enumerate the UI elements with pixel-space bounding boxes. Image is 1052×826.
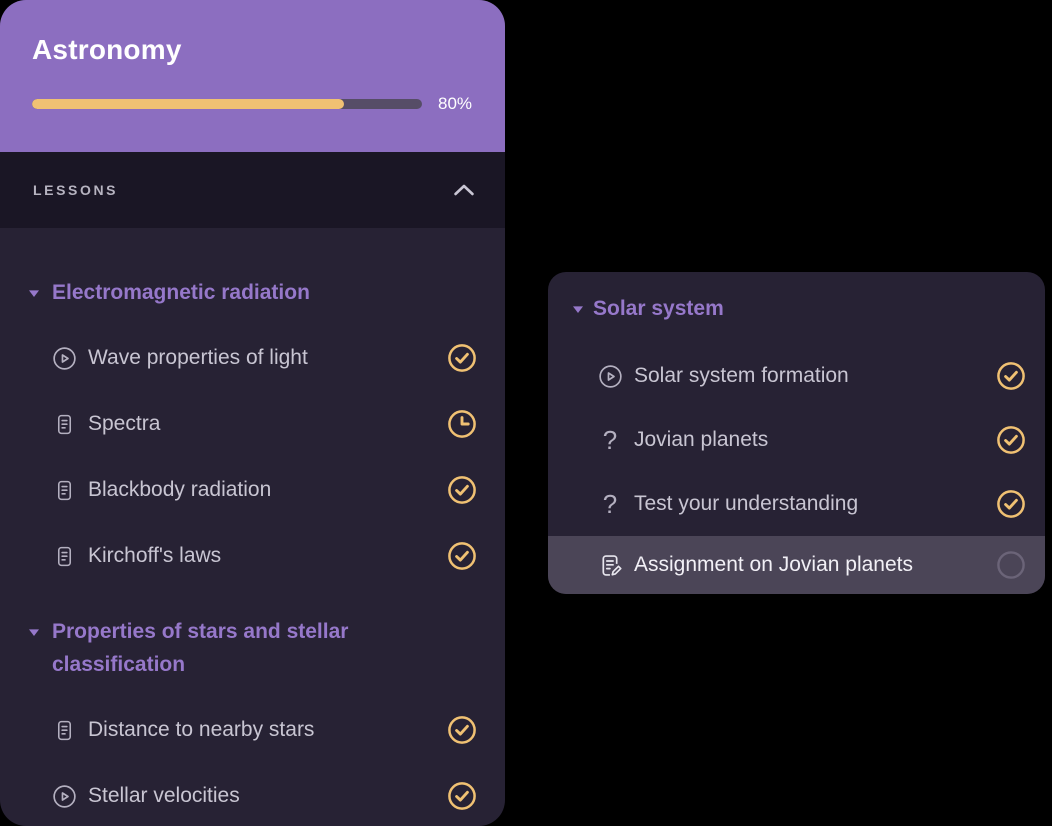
check-circle-icon	[996, 489, 1026, 519]
check-circle-icon	[996, 361, 1026, 391]
progress-percent-label: 80%	[438, 94, 473, 113]
lesson-item[interactable]: Assignment on Jovian planets	[548, 536, 1045, 594]
course-title: Astronomy	[32, 34, 182, 65]
course-header: Astronomy 80%	[0, 0, 505, 152]
check-circle-icon	[447, 475, 477, 505]
section-items: Wave properties of light Spectra Blackbo…	[28, 325, 477, 589]
section-items: Solar system formation ? Jovian planets …	[548, 344, 1045, 594]
lesson-item-label: Distance to nearby stars	[88, 718, 315, 741]
check-circle-icon	[447, 781, 477, 811]
lesson-item[interactable]: Wave properties of light	[28, 325, 477, 391]
lessons-title: LESSONS	[33, 182, 119, 198]
check-circle-icon	[447, 541, 477, 571]
section-title: Properties of stars and stellar classifi…	[52, 620, 349, 676]
play-circle-icon	[596, 363, 624, 390]
progress-bar-fill	[32, 99, 344, 109]
section-title: Solar system	[593, 297, 724, 320]
lesson-item-label: Blackbody radiation	[88, 478, 272, 501]
document-icon	[50, 717, 78, 744]
section-header[interactable]: Properties of stars and stellar classifi…	[28, 607, 477, 697]
lesson-item-label: Test your understanding	[634, 492, 859, 515]
section-title: Electromagnetic radiation	[52, 281, 310, 304]
lesson-item[interactable]: Distance to nearby stars	[28, 697, 477, 763]
section-header[interactable]: Solar system	[548, 286, 1045, 344]
progress-bar-track	[32, 99, 422, 109]
course-progress: 80%	[32, 94, 473, 114]
play-circle-icon	[50, 783, 78, 810]
lesson-item[interactable]: ? Jovian planets	[548, 408, 1045, 472]
check-circle-icon	[447, 343, 477, 373]
lesson-item[interactable]: Blackbody radiation	[28, 457, 477, 523]
lessons-section-header[interactable]: LESSONS	[0, 152, 505, 228]
triangle-down-icon	[572, 305, 584, 314]
triangle-down-icon	[28, 289, 40, 298]
lesson-item-label: Spectra	[88, 412, 161, 435]
question-mark-icon: ?	[602, 489, 618, 519]
lesson-item[interactable]: ? Test your understanding	[548, 472, 1045, 536]
lesson-item[interactable]: Stellar velocities	[28, 763, 477, 826]
solar-system-floating-panel: Solar system Solar system formation ? Jo…	[548, 272, 1045, 594]
empty-circle-icon	[996, 550, 1026, 580]
lesson-list: Electromagnetic radiation Wave propertie…	[0, 228, 505, 826]
lesson-item[interactable]: Kirchoff's laws	[28, 523, 477, 589]
lesson-item-label: Jovian planets	[634, 428, 769, 451]
triangle-down-icon	[28, 628, 40, 637]
lesson-item-label: Wave properties of light	[88, 346, 308, 369]
check-circle-icon	[447, 715, 477, 745]
lesson-section: Properties of stars and stellar classifi…	[28, 607, 477, 826]
lesson-item-label: Stellar velocities	[88, 784, 240, 807]
question-mark-icon: ?	[602, 425, 618, 455]
chevron-up-icon[interactable]	[453, 183, 475, 197]
document-icon	[50, 411, 78, 438]
section-items: Distance to nearby stars Stellar velocit…	[28, 697, 477, 826]
assignment-icon	[596, 552, 624, 579]
document-icon	[50, 477, 78, 504]
lesson-item-label: Assignment on Jovian planets	[634, 553, 913, 576]
play-circle-icon	[50, 345, 78, 372]
lesson-item-label: Solar system formation	[634, 364, 849, 387]
clock-icon	[447, 409, 477, 439]
lesson-item-label: Kirchoff's laws	[88, 544, 222, 567]
lesson-item[interactable]: Spectra	[28, 391, 477, 457]
course-sidebar-panel: Astronomy 80% LESSONS Electromagnetic ra…	[0, 0, 505, 826]
lesson-item[interactable]: Solar system formation	[548, 344, 1045, 408]
lesson-section: Solar system Solar system formation ? Jo…	[548, 286, 1045, 594]
document-icon	[50, 543, 78, 570]
lesson-section: Electromagnetic radiation Wave propertie…	[28, 268, 477, 589]
check-circle-icon	[996, 425, 1026, 455]
section-header[interactable]: Electromagnetic radiation	[28, 268, 477, 325]
